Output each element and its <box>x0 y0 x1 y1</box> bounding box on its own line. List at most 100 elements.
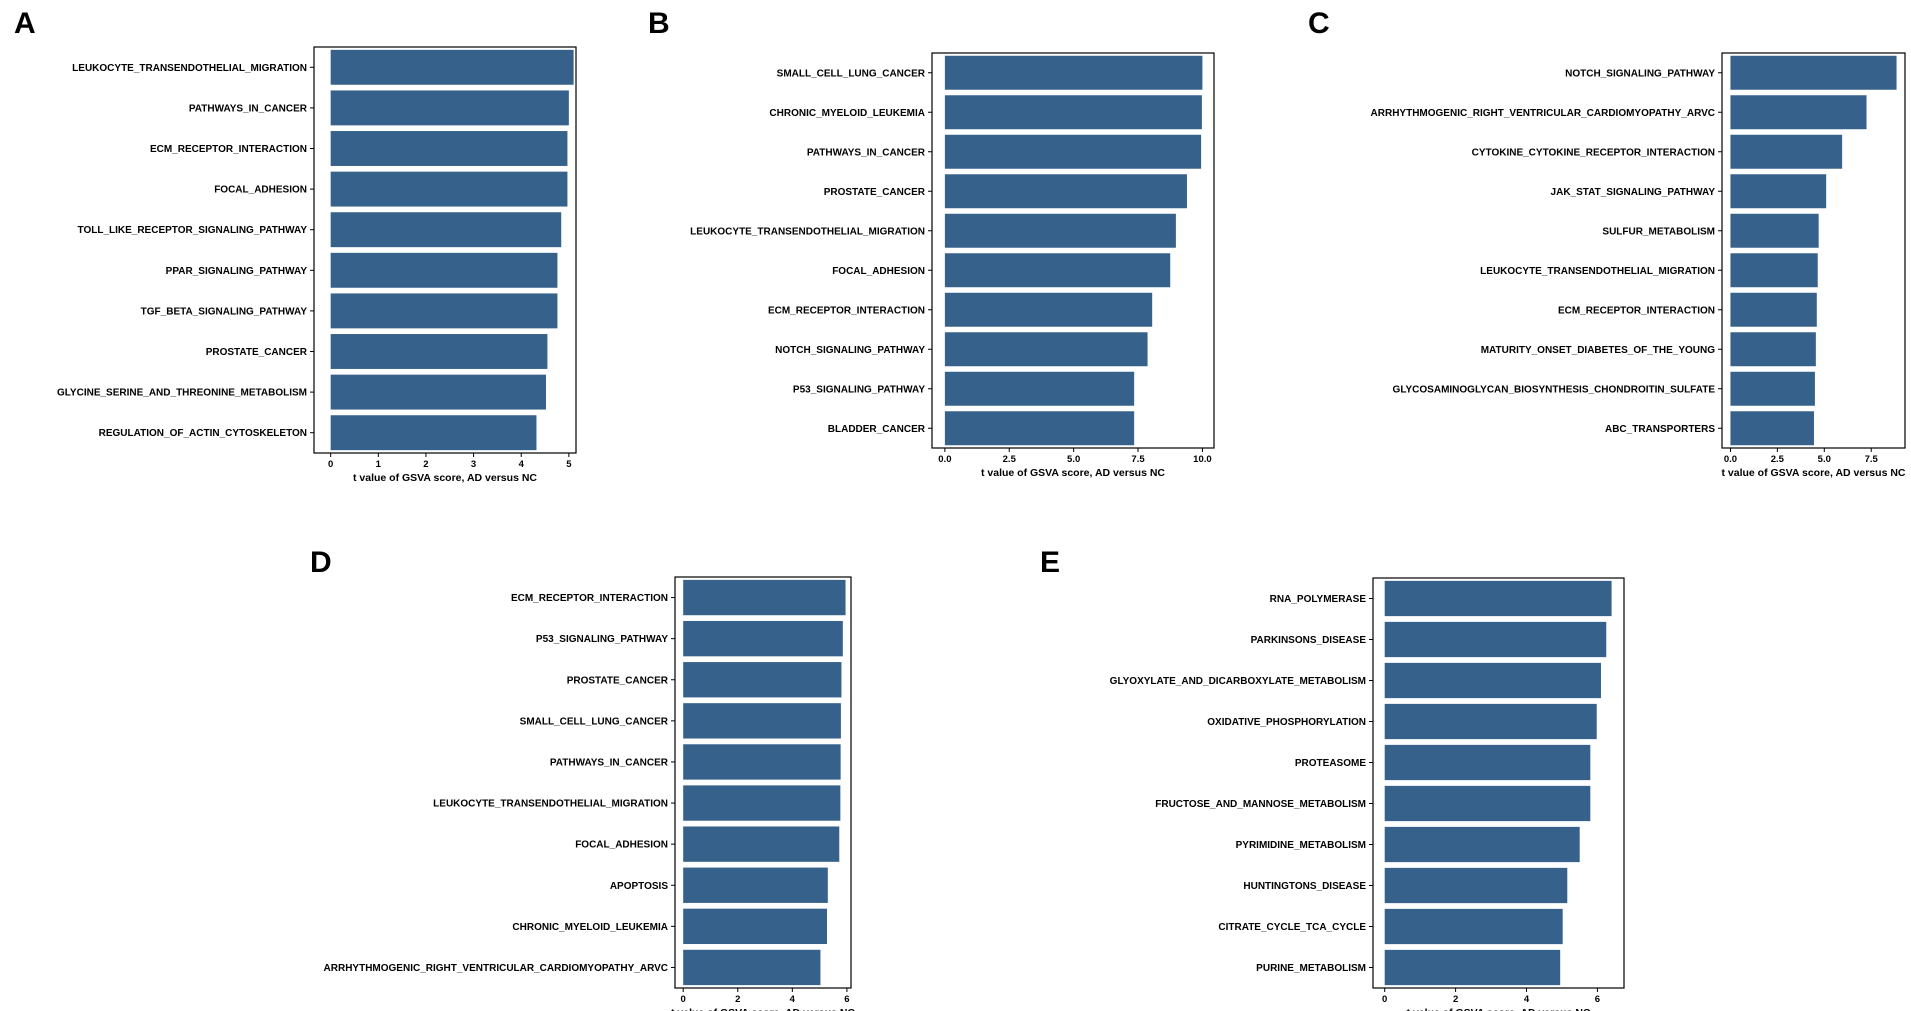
bar-e-4 <box>1384 703 1597 740</box>
category-label-c-8: MATURITY_ONSET_DIABETES_OF_THE_YOUNG <box>1481 345 1716 356</box>
category-label-c-10: ABC_TRANSPORTERS <box>1605 424 1715 435</box>
bar-a-4 <box>330 171 568 207</box>
x-tick-label-e-1: 0 <box>1382 994 1387 1005</box>
bar-d-4 <box>683 703 841 739</box>
plot-frame-a <box>313 46 577 454</box>
x-tick-label-d-3: 4 <box>790 994 796 1005</box>
bar-b-1 <box>944 55 1203 90</box>
category-label-e-1: RNA_POLYMERASE <box>1270 594 1367 605</box>
bar-b-6 <box>944 253 1171 288</box>
category-label-a-5: TOLL_LIKE_RECEPTOR_SIGNALING_PATHWAY <box>78 225 308 236</box>
category-label-b-9: P53_SIGNALING_PATHWAY <box>793 384 925 395</box>
category-label-b-7: ECM_RECEPTOR_INTERACTION <box>768 305 925 316</box>
x-tick-label-a-1: 0 <box>328 459 333 470</box>
bar-d-2 <box>683 620 843 657</box>
x-tick-label-a-4: 3 <box>471 459 476 470</box>
category-label-c-3: CYTOKINE_CYTOKINE_RECEPTOR_INTERACTION <box>1472 147 1715 158</box>
bar-e-10 <box>1384 949 1561 986</box>
category-label-a-6: PPAR_SIGNALING_PATHWAY <box>166 266 308 277</box>
bar-a-9 <box>330 374 546 410</box>
category-label-c-4: JAK_STAT_SIGNALING_PATHWAY <box>1551 187 1716 198</box>
category-label-a-1: LEUKOCYTE_TRANSENDOTHELIAL_MIGRATION <box>72 63 307 74</box>
bar-a-7 <box>330 293 558 329</box>
category-label-a-8: PROSTATE_CANCER <box>206 347 308 358</box>
category-label-c-2: ARRHYTHMOGENIC_RIGHT_VENTRICULAR_CARDIOM… <box>1371 108 1715 119</box>
x-tick-label-d-1: 0 <box>681 994 686 1005</box>
bar-d-1 <box>683 579 846 616</box>
bar-c-5 <box>1730 213 1819 248</box>
category-label-e-7: PYRIMIDINE_METABOLISM <box>1236 840 1366 851</box>
x-axis-title-d: t value of GSVA score, AD versus NC <box>671 1007 855 1011</box>
bar-c-2 <box>1730 95 1867 130</box>
category-label-e-6: FRUCTOSE_AND_MANNOSE_METABOLISM <box>1155 799 1366 810</box>
bar-a-10 <box>330 415 537 451</box>
x-tick-label-a-3: 2 <box>423 459 428 470</box>
x-axis-title-c: t value of GSVA score, AD versus NC <box>1721 467 1905 479</box>
category-label-d-8: APOPTOSIS <box>610 881 668 892</box>
plot-frame-d <box>674 576 852 989</box>
x-axis-title-e: t value of GSVA score, AD versus NC <box>1406 1007 1590 1011</box>
category-label-e-2: PARKINSONS_DISEASE <box>1251 635 1367 646</box>
bar-c-6 <box>1730 253 1818 288</box>
bar-c-8 <box>1730 332 1816 367</box>
bar-c-1 <box>1730 55 1897 90</box>
bar-d-6 <box>683 785 841 821</box>
bar-c-3 <box>1730 134 1843 169</box>
category-label-e-10: PURINE_METABOLISM <box>1256 963 1366 974</box>
bar-c-10 <box>1730 411 1814 446</box>
panel-c: C NOTCH_SIGNALING_PATHWAY ARRHYTHMOGENIC_R… <box>1308 7 1906 479</box>
category-label-d-4: SMALL_CELL_LUNG_CANCER <box>520 716 669 727</box>
category-label-c-5: SULFUR_METABOLISM <box>1602 226 1715 237</box>
panel-c-letter: C <box>1308 7 1330 40</box>
bar-e-5 <box>1384 744 1591 781</box>
x-tick-label-d-4: 6 <box>844 994 849 1005</box>
bar-b-7 <box>944 292 1153 327</box>
bar-b-10 <box>944 411 1135 446</box>
category-label-a-4: FOCAL_ADHESION <box>214 185 307 196</box>
category-label-d-3: PROSTATE_CANCER <box>567 675 669 686</box>
bar-c-9 <box>1730 371 1815 406</box>
bar-e-3 <box>1384 662 1601 699</box>
category-label-b-2: CHRONIC_MYELOID_LEUKEMIA <box>769 108 925 119</box>
bar-b-4 <box>944 174 1187 209</box>
category-label-e-9: CITRATE_CYCLE_TCA_CYCLE <box>1218 922 1366 933</box>
bar-b-9 <box>944 371 1135 406</box>
panel-d: D ECM_RECEPTOR_INTERACTION P53_SIGNALING_P… <box>310 546 855 1011</box>
category-label-e-8: HUNTINGTONS_DISEASE <box>1243 881 1366 892</box>
bar-b-3 <box>944 134 1202 169</box>
bar-b-5 <box>944 213 1176 248</box>
category-label-d-10: ARRHYTHMOGENIC_RIGHT_VENTRICULAR_CARDIOM… <box>324 963 668 974</box>
bar-a-3 <box>330 131 568 166</box>
x-tick-label-d-2: 2 <box>735 994 740 1005</box>
category-label-b-1: SMALL_CELL_LUNG_CANCER <box>777 68 926 79</box>
bar-a-1 <box>330 49 574 85</box>
category-label-b-6: FOCAL_ADHESION <box>832 266 925 277</box>
bar-a-5 <box>330 212 562 248</box>
x-tick-label-c-4: 7.5 <box>1865 454 1879 465</box>
x-tick-label-a-6: 5 <box>566 459 572 470</box>
bar-a-6 <box>330 252 558 288</box>
bar-e-1 <box>1384 580 1612 617</box>
x-axis-title-a: t value of GSVA score, AD versus NC <box>353 472 537 484</box>
category-label-a-2: PATHWAYS_IN_CANCER <box>189 103 308 114</box>
x-tick-label-b-1: 0.0 <box>938 454 951 465</box>
bar-e-6 <box>1384 785 1591 822</box>
category-label-b-5: LEUKOCYTE_TRANSENDOTHELIAL_MIGRATION <box>690 226 925 237</box>
panel-e: E RNA_POLYMERASE PARKINSONS_DISEASE GLYOXYL… <box>1040 546 1625 1011</box>
bar-d-8 <box>683 867 828 903</box>
category-label-e-5: PROTEASOME <box>1295 758 1366 769</box>
category-label-b-3: PATHWAYS_IN_CANCER <box>807 147 926 158</box>
x-tick-label-b-4: 7.5 <box>1131 454 1145 465</box>
category-label-d-1: ECM_RECEPTOR_INTERACTION <box>511 593 668 604</box>
bar-e-9 <box>1384 908 1563 945</box>
category-label-b-10: BLADDER_CANCER <box>828 424 926 435</box>
x-tick-label-e-3: 4 <box>1524 994 1530 1005</box>
bar-b-2 <box>944 95 1202 130</box>
panel-a-letter: A <box>14 7 36 40</box>
panel-b: B SMALL_CELL_LUNG_CANCER CHRONIC_MYELOID_L… <box>648 7 1215 479</box>
plot-frame-e <box>1372 577 1625 989</box>
category-label-a-3: ECM_RECEPTOR_INTERACTION <box>150 144 307 155</box>
category-label-e-3: GLYOXYLATE_AND_DICARBOXYLATE_METABOLISM <box>1110 676 1366 687</box>
category-label-e-4: OXIDATIVE_PHOSPHORYLATION <box>1207 717 1366 728</box>
x-tick-label-c-3: 5.0 <box>1818 454 1831 465</box>
